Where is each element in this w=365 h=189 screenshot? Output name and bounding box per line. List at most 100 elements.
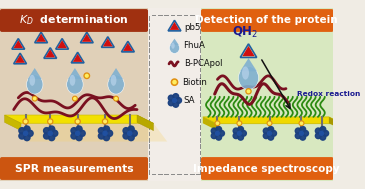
Text: SPR measurements: SPR measurements <box>15 163 133 174</box>
Circle shape <box>238 134 243 140</box>
Circle shape <box>295 133 301 139</box>
Ellipse shape <box>70 75 75 86</box>
Circle shape <box>320 134 326 140</box>
Circle shape <box>123 133 129 139</box>
Polygon shape <box>5 115 154 123</box>
Polygon shape <box>5 115 21 131</box>
Circle shape <box>76 126 82 132</box>
Circle shape <box>24 126 30 132</box>
Circle shape <box>268 134 274 140</box>
Circle shape <box>173 101 178 107</box>
Circle shape <box>48 119 53 124</box>
Circle shape <box>237 121 242 125</box>
Ellipse shape <box>29 75 35 86</box>
Ellipse shape <box>238 67 258 89</box>
Text: Redox reaction: Redox reaction <box>297 91 360 97</box>
Polygon shape <box>123 43 133 51</box>
Polygon shape <box>15 55 25 63</box>
Circle shape <box>211 128 217 134</box>
Ellipse shape <box>171 43 175 49</box>
Circle shape <box>131 130 137 136</box>
Circle shape <box>300 126 306 132</box>
Polygon shape <box>21 123 167 142</box>
Text: Impedance spectroscopy: Impedance spectroscopy <box>193 163 340 174</box>
Circle shape <box>271 130 277 136</box>
Circle shape <box>216 134 222 140</box>
Circle shape <box>99 133 104 139</box>
Circle shape <box>246 89 251 94</box>
Bar <box>201 8 334 181</box>
Ellipse shape <box>111 75 116 86</box>
Ellipse shape <box>67 75 83 94</box>
Circle shape <box>76 120 79 123</box>
Text: FhuA: FhuA <box>183 41 205 50</box>
Circle shape <box>176 98 181 103</box>
Circle shape <box>238 131 241 135</box>
Ellipse shape <box>242 67 249 80</box>
Circle shape <box>263 128 269 134</box>
Circle shape <box>71 128 77 134</box>
Circle shape <box>233 133 239 139</box>
Circle shape <box>104 120 106 123</box>
Ellipse shape <box>27 75 43 94</box>
Circle shape <box>267 121 272 125</box>
Circle shape <box>24 120 27 123</box>
Circle shape <box>52 130 58 136</box>
Circle shape <box>84 73 89 78</box>
FancyBboxPatch shape <box>201 9 334 32</box>
Circle shape <box>74 98 76 100</box>
Circle shape <box>85 74 88 77</box>
Circle shape <box>49 120 51 123</box>
Polygon shape <box>73 54 82 62</box>
Circle shape <box>79 130 85 136</box>
Circle shape <box>216 122 219 124</box>
FancyBboxPatch shape <box>0 9 148 32</box>
Circle shape <box>299 121 304 125</box>
Circle shape <box>268 131 272 135</box>
Circle shape <box>49 135 55 141</box>
Circle shape <box>173 94 178 99</box>
Ellipse shape <box>108 75 124 94</box>
Circle shape <box>76 135 82 141</box>
Circle shape <box>123 128 129 134</box>
Polygon shape <box>46 49 55 57</box>
Text: pb5: pb5 <box>185 23 201 32</box>
Polygon shape <box>68 68 82 79</box>
Circle shape <box>233 128 239 134</box>
Circle shape <box>303 130 308 136</box>
Circle shape <box>216 131 219 135</box>
Circle shape <box>34 98 36 100</box>
Circle shape <box>173 98 176 102</box>
Text: B-PCApol: B-PCApol <box>184 59 222 68</box>
Circle shape <box>76 131 80 135</box>
Text: SA: SA <box>184 96 195 105</box>
Circle shape <box>107 130 113 136</box>
Text: Biotin: Biotin <box>182 78 207 87</box>
Polygon shape <box>28 68 42 79</box>
Circle shape <box>216 126 222 132</box>
Circle shape <box>247 90 250 93</box>
Text: $K_D$  determination: $K_D$ determination <box>19 14 129 27</box>
Circle shape <box>238 122 241 124</box>
Circle shape <box>115 98 117 100</box>
Bar <box>148 8 201 181</box>
Circle shape <box>211 133 217 139</box>
Polygon shape <box>170 22 179 30</box>
Circle shape <box>103 126 110 132</box>
Circle shape <box>215 121 220 125</box>
Circle shape <box>268 126 274 132</box>
Circle shape <box>48 131 52 135</box>
Circle shape <box>103 135 110 141</box>
Circle shape <box>19 128 25 134</box>
Circle shape <box>171 79 178 85</box>
Circle shape <box>71 133 77 139</box>
Circle shape <box>320 126 326 132</box>
Circle shape <box>238 126 243 132</box>
Circle shape <box>24 135 30 141</box>
Polygon shape <box>240 58 257 71</box>
Circle shape <box>27 130 33 136</box>
Circle shape <box>315 133 321 139</box>
Polygon shape <box>137 115 154 131</box>
Circle shape <box>168 95 174 101</box>
Circle shape <box>23 131 28 135</box>
